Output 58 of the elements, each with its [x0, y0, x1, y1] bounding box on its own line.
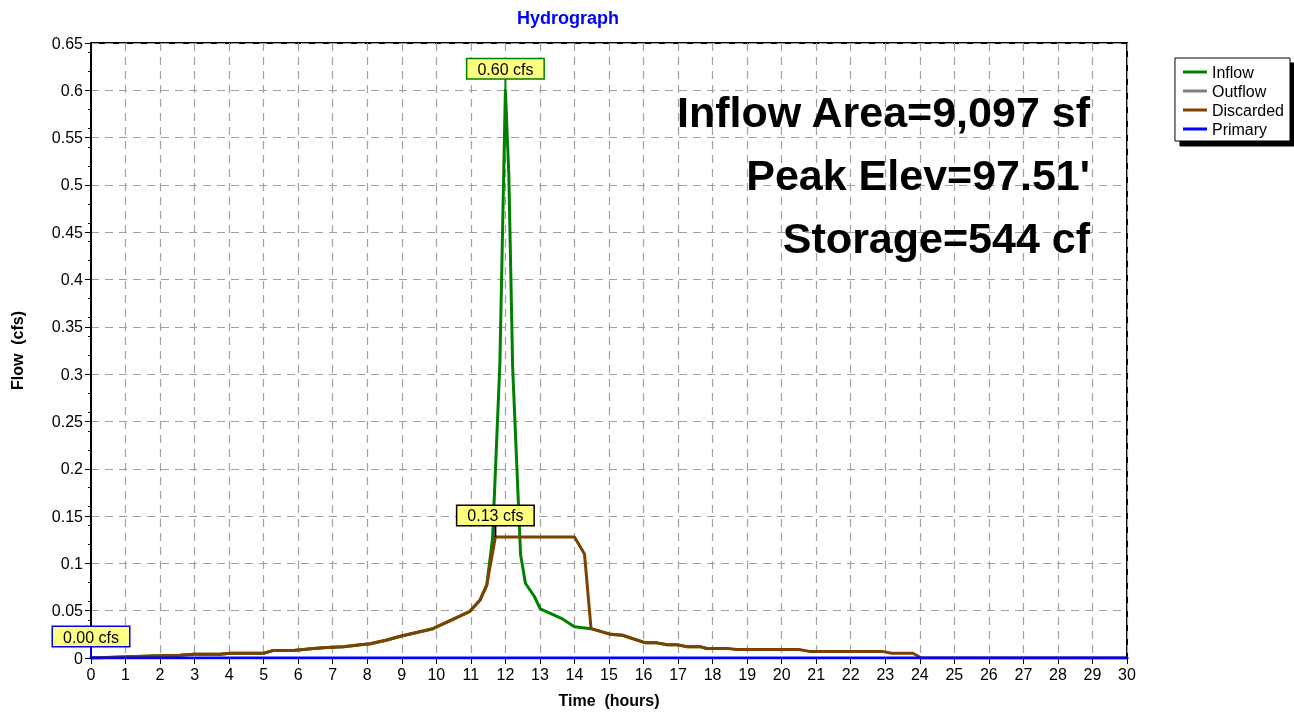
x-tick-label: 11 [462, 665, 480, 683]
x-tick-label: 22 [841, 665, 860, 683]
x-tick-label: 23 [876, 665, 895, 683]
y-tick-label: 0 [74, 649, 84, 667]
y-tick-label: 0.15 [51, 507, 84, 525]
x-tick-label: 4 [224, 665, 234, 683]
legend-label: Discarded [1211, 101, 1284, 119]
y-tick-label: 0.25 [51, 412, 84, 430]
x-tick-label: 13 [531, 665, 549, 683]
legend-label: Outflow [1211, 82, 1267, 100]
y-tick-label: 0.55 [51, 129, 84, 147]
y-tick-label: 0.5 [60, 176, 84, 194]
x-tick-label: 28 [1049, 665, 1067, 683]
x-tick-label: 25 [945, 665, 964, 683]
y-tick-label: 0.6 [60, 81, 84, 99]
x-tick-label: 18 [703, 665, 722, 683]
x-tick-label: 3 [190, 665, 200, 683]
x-tick-label: 29 [1083, 665, 1102, 683]
y-tick-label: 0.1 [60, 554, 84, 572]
x-tick-label: 14 [565, 665, 584, 683]
x-tick-label: 20 [772, 665, 791, 683]
y-tick-label: 0.45 [51, 223, 84, 241]
x-tick-label: 2 [155, 665, 165, 683]
x-tick-label: 12 [496, 665, 515, 683]
x-tick-label: 26 [979, 665, 998, 683]
legend-label: Inflow [1211, 63, 1255, 81]
x-tick-label: 10 [427, 665, 446, 683]
x-tick-label: 6 [293, 665, 303, 683]
x-axis-title: Time (hours) [558, 691, 660, 709]
y-tick-label: 0.65 [51, 34, 84, 52]
x-tick-label: 7 [328, 665, 338, 683]
x-tick-label: 21 [807, 665, 826, 683]
x-tick-label: 24 [910, 665, 929, 683]
x-tick-label: 27 [1014, 665, 1033, 683]
y-tick-label: 0.4 [60, 271, 84, 289]
x-tick-label: 15 [600, 665, 618, 683]
annotation: Inflow Area=9,097 sf [676, 88, 1091, 136]
x-tick-label: 30 [1118, 665, 1136, 683]
chart-title: Hydrograph [516, 8, 620, 28]
y-axis-title: Flow (cfs) [8, 310, 26, 391]
annotation: 0.00 cfs [62, 628, 120, 646]
x-tick-label: 16 [634, 665, 653, 683]
y-tick-label: 0.35 [51, 318, 84, 336]
x-tick-label: 9 [397, 665, 407, 683]
annotation: Storage=544 cf [782, 214, 1091, 262]
annotation: 0.60 cfs [477, 60, 534, 78]
x-tick-label: 8 [362, 665, 372, 683]
legend-label: Primary [1211, 120, 1268, 138]
y-tick-label: 0.2 [60, 460, 84, 478]
x-tick-label: 1 [121, 665, 131, 683]
x-tick-label: 17 [669, 665, 688, 683]
x-tick-label: 0 [86, 665, 96, 683]
y-tick-label: 0.3 [60, 365, 84, 383]
x-tick-label: 5 [259, 665, 269, 683]
annotation: Peak Elev=97.51' [746, 151, 1090, 199]
annotation: 0.13 cfs [467, 507, 524, 525]
x-tick-label: 19 [738, 665, 757, 683]
y-tick-label: 0.05 [51, 602, 84, 620]
